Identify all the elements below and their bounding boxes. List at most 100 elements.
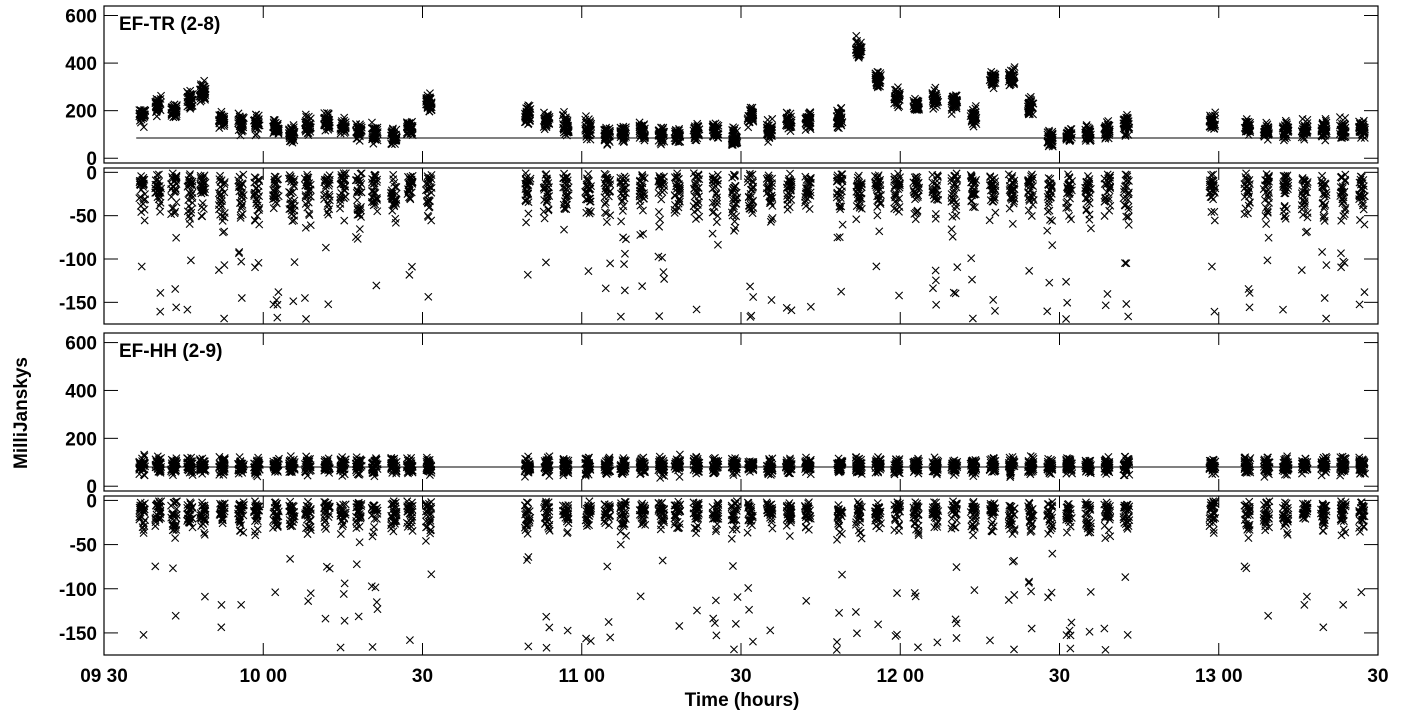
- amplitude-point: [522, 104, 531, 113]
- phase-point: [731, 171, 739, 180]
- amplitude-point: [708, 126, 717, 135]
- phase-point: [522, 218, 531, 227]
- y-tick-label: -50: [70, 207, 97, 228]
- amplitude-point: [216, 110, 225, 119]
- amplitude-point: [199, 85, 208, 94]
- amplitude-point: [690, 134, 699, 143]
- amplitude-point: [288, 130, 297, 139]
- phase-point: [895, 291, 904, 300]
- amplitude-point: [139, 107, 148, 116]
- phase-point: [1103, 289, 1112, 298]
- phase-point: [1121, 259, 1129, 268]
- amplitude-point: [639, 121, 648, 130]
- amplitude-point: [186, 103, 195, 112]
- phase-point: [172, 233, 181, 242]
- phase-point: [272, 296, 281, 305]
- phase-point: [155, 201, 164, 210]
- phase-point: [1101, 301, 1110, 310]
- phase-point: [156, 288, 165, 297]
- phase-point: [657, 195, 666, 204]
- amplitude-point: [524, 452, 533, 461]
- phase-point: [638, 282, 647, 291]
- phase-point: [1124, 220, 1133, 229]
- amplitude-point: [201, 94, 210, 103]
- phase-point: [1062, 277, 1071, 286]
- amplitude-point: [188, 95, 197, 104]
- phase-point: [523, 270, 532, 279]
- phase-point: [767, 296, 776, 305]
- phase-point: [1045, 278, 1054, 287]
- y-tick-label: 400: [65, 54, 97, 75]
- phase-point: [140, 216, 149, 225]
- phase-point: [948, 232, 957, 241]
- amplitude-point: [691, 126, 700, 135]
- amplitude-point: [764, 124, 773, 133]
- phase-point: [302, 314, 311, 323]
- amplitude-point: [635, 129, 644, 138]
- phase-point: [639, 229, 648, 238]
- y-tick-label: 400: [65, 381, 97, 402]
- phase-point: [289, 297, 298, 306]
- phase-point: [238, 210, 247, 219]
- phase-point: [391, 218, 400, 227]
- phase-point: [660, 274, 669, 283]
- phase-point: [1122, 259, 1131, 268]
- amplitude-point: [1298, 114, 1307, 123]
- phase-point: [340, 216, 349, 225]
- phase-point: [540, 214, 549, 223]
- amplitude-point: [561, 117, 570, 126]
- phase-point: [1245, 303, 1254, 312]
- phase-point: [185, 201, 194, 210]
- phase-point: [953, 263, 962, 272]
- phase-point: [1320, 294, 1329, 303]
- baseline-label: EF-TR (2-8): [119, 14, 220, 35]
- phase-point: [560, 225, 569, 234]
- amplitude-point: [657, 132, 666, 141]
- phase-point: [197, 211, 206, 220]
- y-tick-label: -150: [59, 293, 97, 314]
- amplitude-point: [370, 129, 379, 138]
- amplitude-point: [767, 125, 776, 134]
- y-tick-label: 0: [86, 149, 97, 170]
- phase-point: [713, 211, 722, 220]
- amplitude-point: [616, 133, 625, 142]
- amplitude-point: [617, 130, 626, 139]
- amplitude-point: [341, 120, 350, 129]
- phase-point: [1280, 211, 1289, 220]
- phase-point: [220, 314, 229, 323]
- phase-point: [1337, 263, 1346, 272]
- phase-point: [931, 214, 940, 223]
- amplitude-point: [340, 129, 349, 137]
- amplitude-point: [405, 119, 414, 128]
- amplitude-point: [270, 121, 279, 130]
- amplitude-point: [251, 110, 260, 119]
- phase-point: [1086, 224, 1095, 233]
- phase-point: [928, 284, 937, 293]
- phase-point: [1043, 226, 1052, 235]
- phase-point: [1263, 256, 1272, 265]
- phase-point: [731, 223, 740, 232]
- amplitude-point: [562, 115, 571, 124]
- phase-point: [1124, 312, 1133, 321]
- phase-point: [783, 200, 792, 209]
- phase-point: [1356, 216, 1364, 225]
- phase-point: [167, 185, 176, 194]
- phase-point: [220, 261, 229, 270]
- phase-point: [968, 314, 977, 323]
- amplitude-point: [655, 126, 664, 135]
- amplitude-point: [656, 138, 665, 147]
- phase-point: [1207, 262, 1216, 271]
- phase-point: [1063, 298, 1072, 307]
- phase-point: [1067, 215, 1075, 224]
- panel-1-phase-frame: [103, 167, 1379, 325]
- phase-point: [1322, 261, 1331, 270]
- phase-point: [749, 182, 758, 191]
- phase-point: [659, 268, 668, 277]
- phase-point: [838, 220, 847, 229]
- phase-point: [786, 169, 795, 178]
- phase-point: [1210, 307, 1219, 316]
- phase-point: [967, 254, 976, 263]
- amplitude-point: [368, 135, 377, 144]
- phase-point: [636, 230, 645, 239]
